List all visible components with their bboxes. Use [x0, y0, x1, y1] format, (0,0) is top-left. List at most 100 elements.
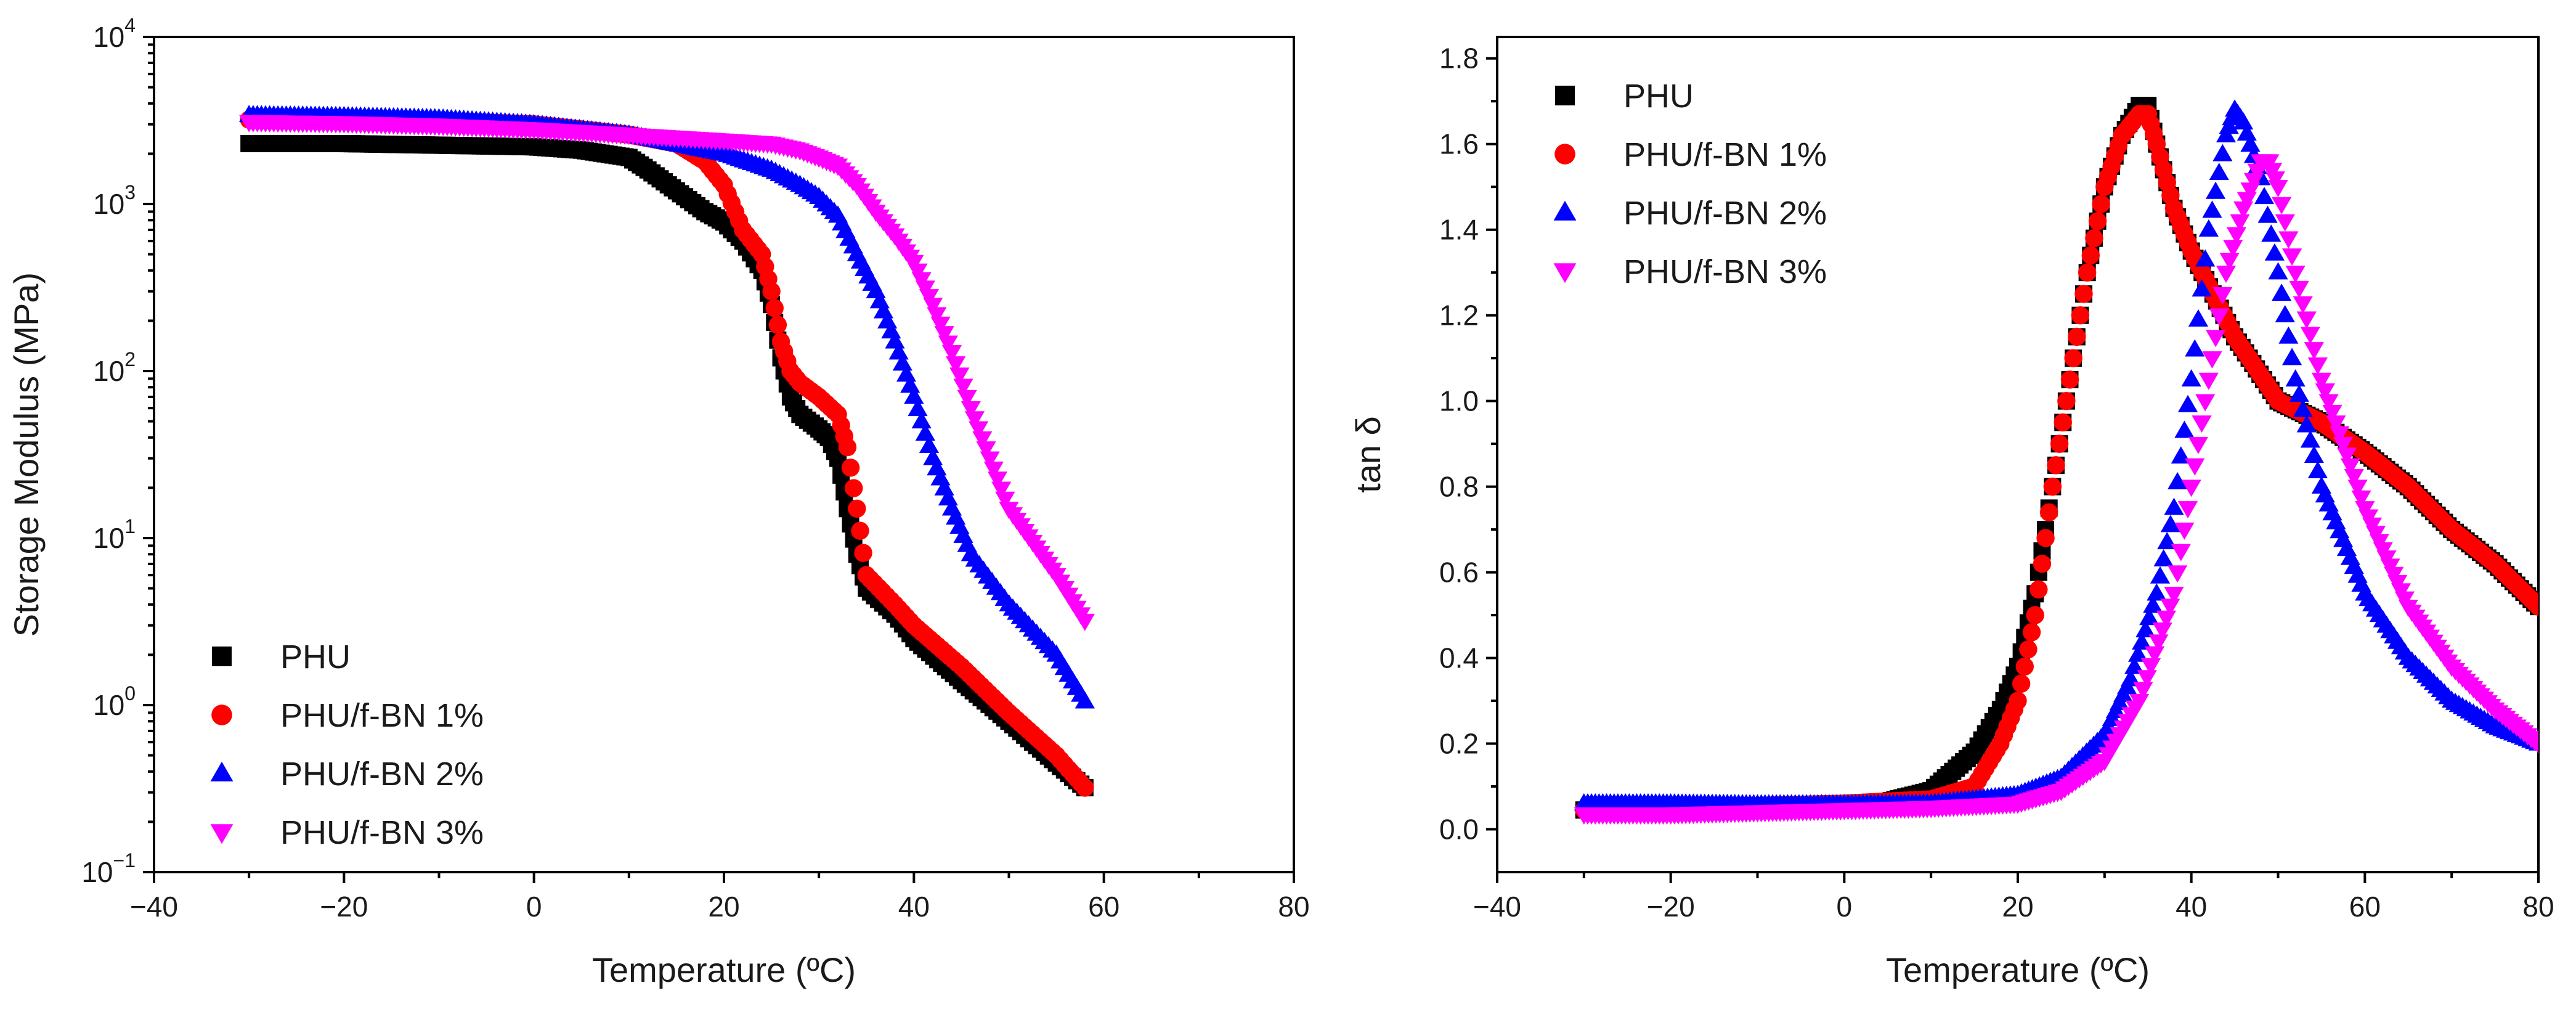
data-point [885, 331, 905, 349]
data-point [923, 297, 943, 315]
data-point [2030, 580, 2048, 599]
data-point [762, 282, 781, 301]
data-point [2293, 399, 2313, 417]
data-point [2326, 415, 2346, 433]
y-tick-label: 1.6 [1439, 128, 1479, 160]
data-point [2188, 436, 2209, 454]
data-point [2257, 205, 2278, 223]
y-tick-label: 1.2 [1439, 300, 1479, 332]
data-point [2304, 342, 2324, 360]
data-point [2268, 180, 2288, 198]
data-point [2124, 656, 2145, 674]
data-point [2043, 477, 2062, 496]
data-point [2304, 446, 2324, 463]
data-point [946, 356, 966, 374]
data-point [2129, 693, 2150, 711]
data-point [911, 411, 932, 429]
y-tick-base: 10 [93, 21, 124, 53]
data-point [900, 375, 920, 393]
data-point [2181, 479, 2201, 497]
data-point [2268, 262, 2288, 280]
y-tick-exponent: 0 [124, 682, 136, 704]
data-point [2275, 304, 2295, 322]
data-point [2307, 460, 2328, 478]
legend-label: PHU/f-BN 3% [280, 814, 484, 851]
data-point [2300, 430, 2320, 448]
data-point [765, 299, 784, 317]
data-point [941, 345, 962, 362]
data-point [2296, 311, 2317, 329]
data-point [2202, 200, 2222, 218]
data-point [2071, 306, 2090, 325]
y-tick-base: 10 [93, 522, 124, 554]
data-point [987, 471, 1008, 489]
data-point [896, 364, 917, 382]
data-point [983, 461, 1004, 479]
legend-label: PHU [1623, 78, 1694, 115]
y-tick-base: 10 [93, 355, 124, 387]
data-point [2285, 369, 2306, 387]
data-point [2140, 658, 2161, 675]
y-tick-label: 10−1 [81, 849, 136, 888]
data-point [2015, 657, 2034, 676]
data-point [2150, 566, 2171, 584]
data-point [2164, 497, 2184, 515]
data-point [1075, 613, 1095, 631]
data-point [976, 441, 996, 459]
data-point [2272, 197, 2292, 214]
y-axis-title: tan δ [1349, 416, 1388, 493]
data-point [957, 390, 977, 407]
legend-marker-phu-f-bn-1 [211, 704, 232, 725]
data-point [2289, 280, 2309, 298]
x-tick-label: −40 [1473, 891, 1521, 923]
data-point [2344, 469, 2364, 487]
data-point [930, 316, 951, 334]
data-point [964, 411, 985, 429]
data-point [2347, 479, 2368, 497]
data-point [2009, 692, 2027, 710]
y-tick-label: 104 [93, 14, 136, 53]
data-point [2330, 426, 2350, 444]
data-point [2209, 163, 2229, 181]
data-point [915, 423, 935, 441]
data-point [2156, 610, 2177, 628]
data-point [2057, 391, 2076, 410]
legend-label: PHU/f-BN 2% [1623, 195, 1827, 232]
data-point [2307, 357, 2328, 375]
data-point [2198, 219, 2219, 237]
x-axis-title: Temperature (ºC) [1886, 950, 2150, 989]
x-tick-label: 0 [1837, 891, 1853, 923]
data-point [2333, 436, 2354, 454]
data-point [888, 342, 909, 360]
data-point [2529, 597, 2538, 616]
data-point [2181, 369, 2201, 387]
y-tick-label: 0.4 [1439, 642, 1479, 674]
y-tick-label: 0.2 [1439, 728, 1479, 760]
y-tick-label: 0.8 [1439, 471, 1479, 503]
data-point [972, 431, 993, 449]
data-point [2296, 415, 2317, 433]
y-tick-label: 1.0 [1439, 385, 1479, 417]
data-point [2060, 370, 2079, 389]
data-point [2275, 214, 2295, 232]
data-point [2289, 384, 2309, 402]
y-tick-exponent: 2 [124, 348, 136, 370]
y-tick-label: 1.4 [1439, 214, 1479, 246]
x-tick-label: 60 [1088, 891, 1119, 923]
data-point [2195, 249, 2216, 267]
data-point [2300, 327, 2320, 345]
y-tick-base: 10 [81, 856, 113, 888]
data-point [2281, 248, 2302, 266]
data-point [2188, 309, 2209, 327]
data-point [854, 544, 872, 562]
data-point [2036, 529, 2055, 547]
data-point [2315, 383, 2335, 401]
data-point [980, 451, 1000, 469]
y-tick-label: 0.0 [1439, 814, 1479, 846]
data-point [2261, 224, 2281, 242]
data-point [2206, 181, 2226, 199]
data-point [2185, 339, 2205, 357]
data-point [2293, 296, 2313, 314]
data-point [961, 401, 981, 418]
data-point [2064, 349, 2082, 367]
